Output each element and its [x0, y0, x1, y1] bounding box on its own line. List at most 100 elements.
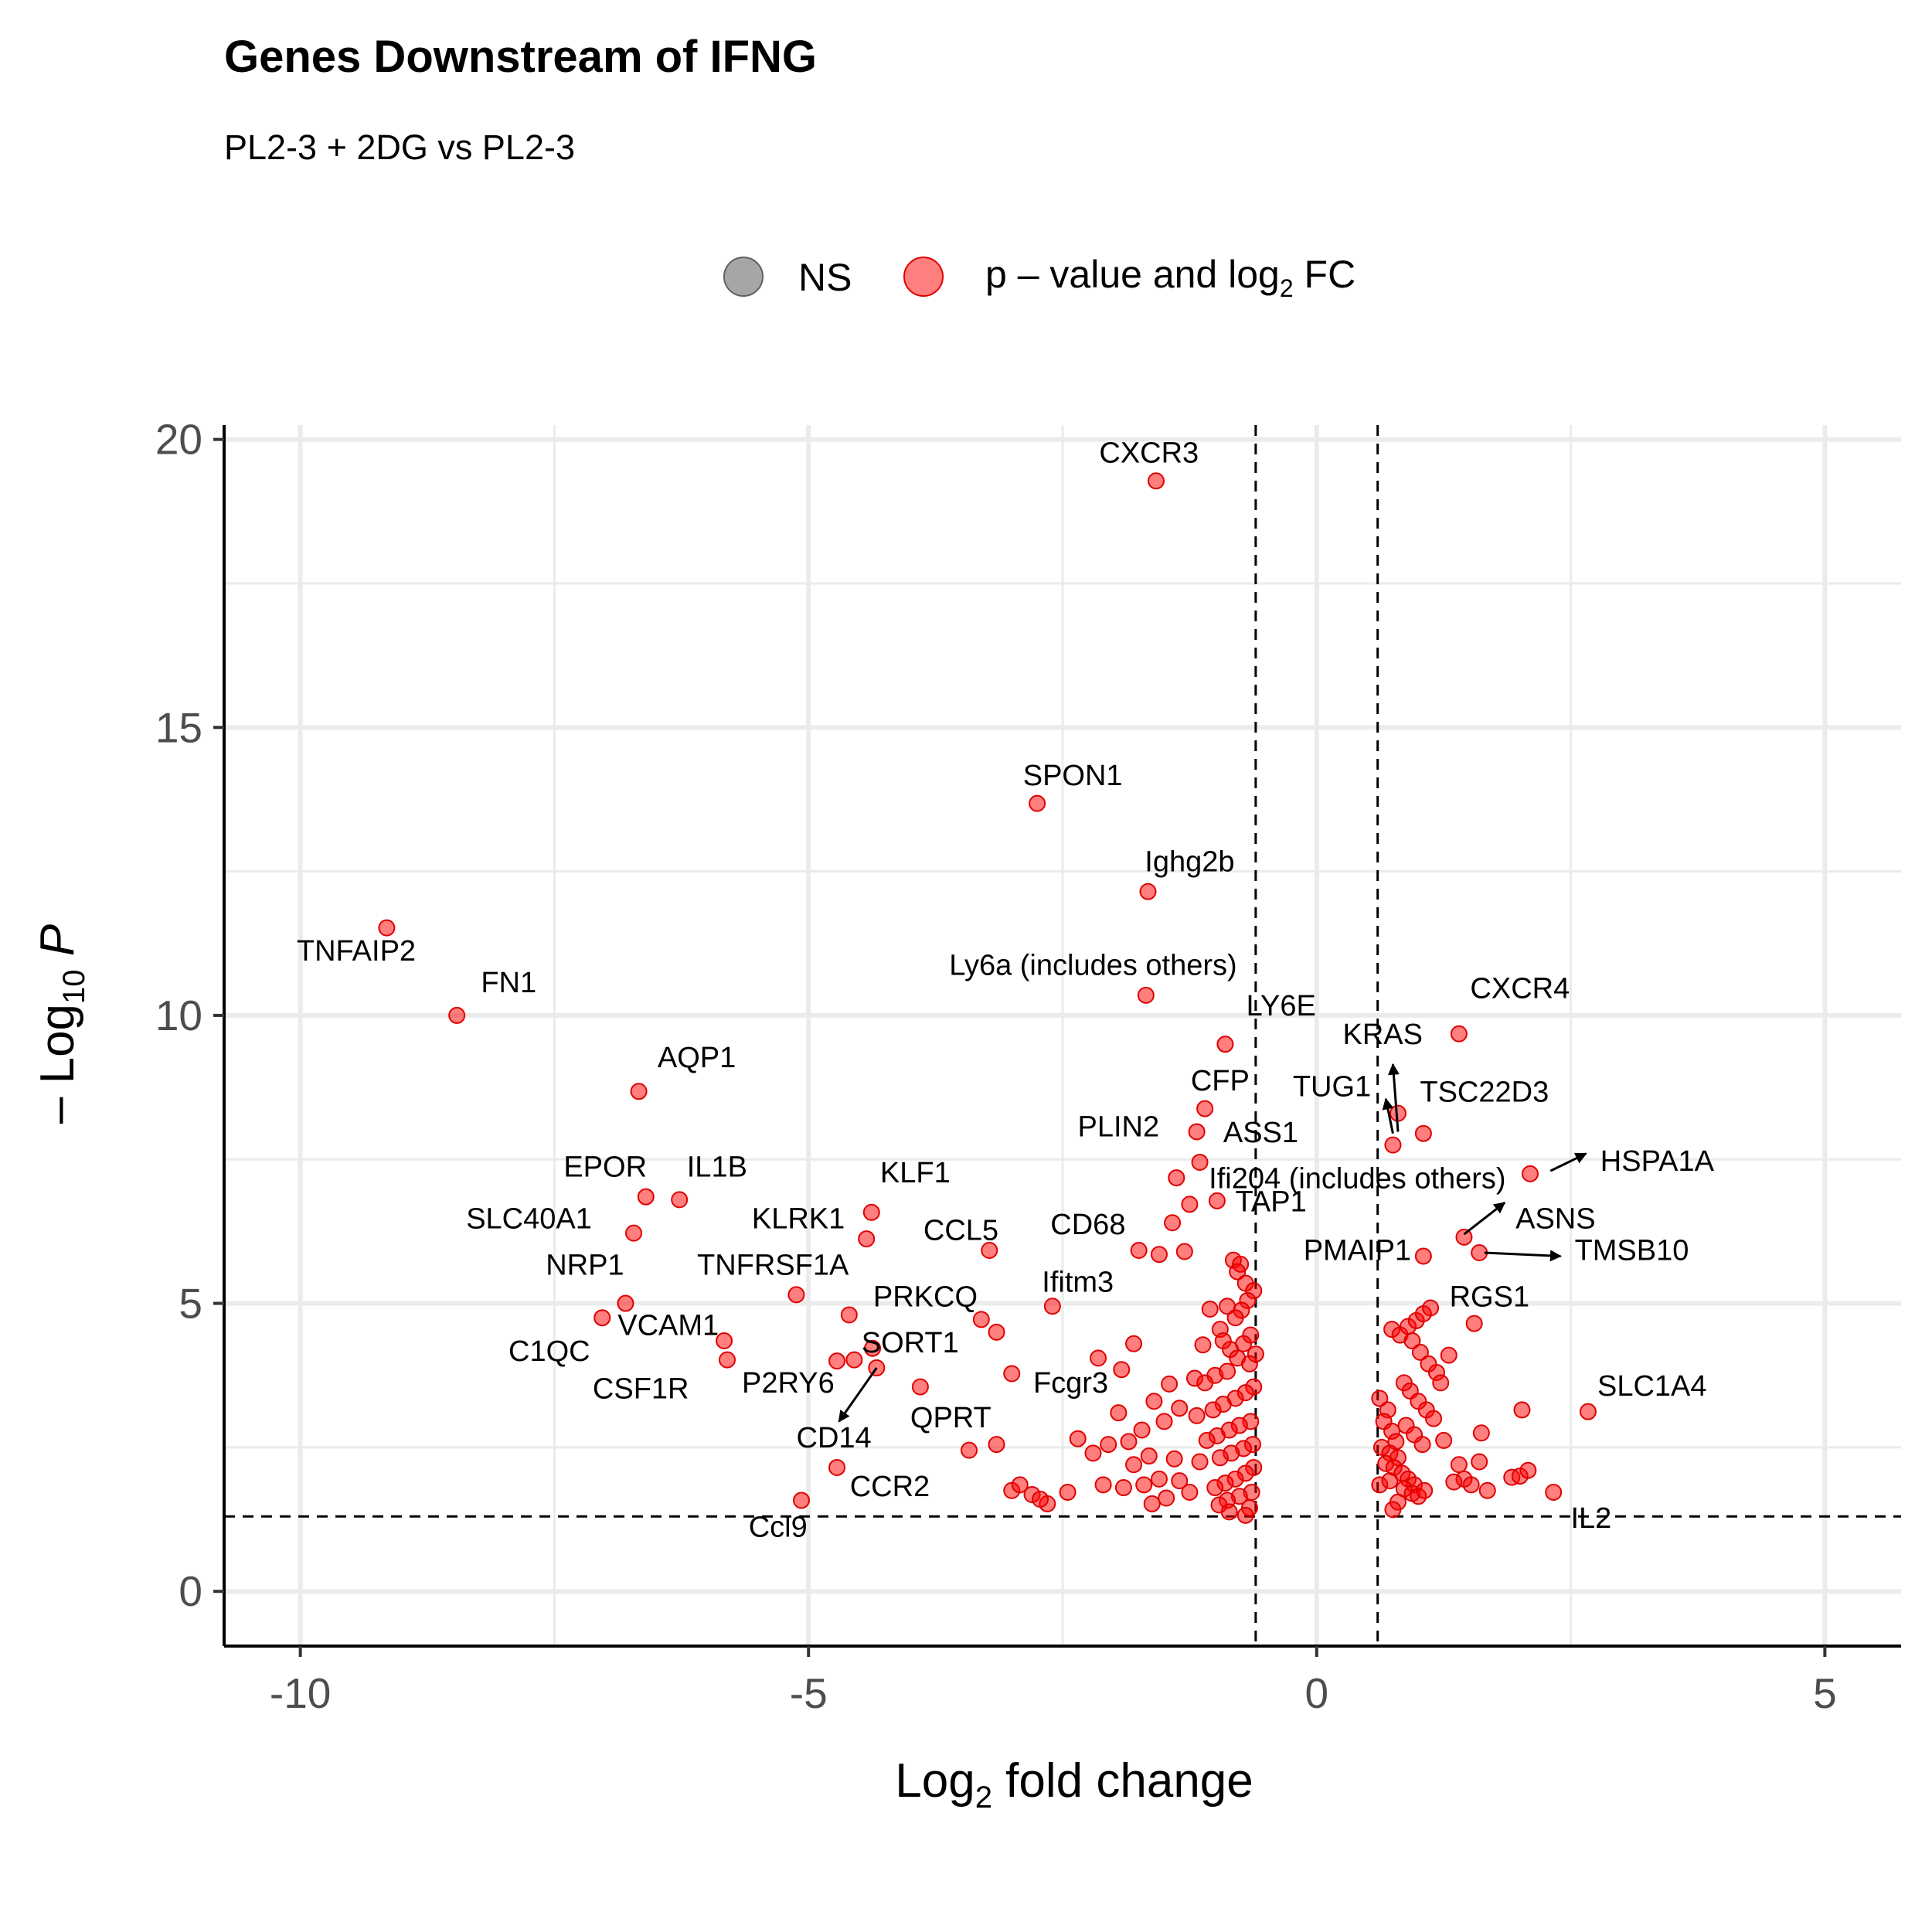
data-point: [1384, 1501, 1402, 1519]
y-tick-label: 10: [155, 992, 202, 1039]
data-point: [1435, 1431, 1453, 1449]
data-point: [1059, 1484, 1077, 1502]
data-point-pmaip1: [1414, 1247, 1432, 1265]
data-point-vcam1: [594, 1309, 611, 1327]
data-point: [972, 1311, 990, 1328]
threshold-lines: [224, 425, 1901, 1646]
data-point-ccr2: [828, 1458, 846, 1476]
x-tick-label: -10: [270, 1669, 332, 1717]
gene-label-aqp1: AQP1: [658, 1042, 736, 1074]
data-point: [911, 1378, 929, 1396]
label-arrow-tug1: [1382, 1097, 1394, 1134]
data-point: [1120, 1433, 1138, 1451]
gene-label-cxcr4: CXCR4: [1470, 973, 1570, 1005]
data-point-ccl5: [981, 1241, 998, 1259]
gene-labels: CXCR3 SPON1 Ighg2b TNFAIP2 Ly6a (includes ot…: [297, 437, 1715, 1543]
legend-sig-label: p – value and log2 FC: [985, 253, 1355, 302]
gene-label-ighg2b: Ighg2b: [1145, 846, 1234, 879]
gene-label-ccr2: CCR2: [850, 1471, 930, 1503]
data-point: [1206, 1479, 1224, 1497]
legend-ns-key: [723, 257, 764, 297]
gene-label-tug1: TUG1: [1293, 1070, 1371, 1103]
data-point: [1413, 1436, 1431, 1454]
data-point-p2ry6: [845, 1351, 863, 1369]
gene-label-tnfrsf1a: TNFRSF1A: [697, 1249, 849, 1281]
data-point: [1226, 1309, 1244, 1327]
data-point-tsc22d3: [1414, 1124, 1432, 1142]
gene-label-sort1: SORT1: [862, 1327, 959, 1359]
gene-label-cfp: CFP: [1191, 1065, 1250, 1097]
data-point-ifi204-includes-others-: [1168, 1169, 1185, 1187]
data-point: [1114, 1479, 1132, 1497]
data-point: [1155, 1413, 1173, 1430]
data-point: [1513, 1401, 1531, 1419]
data-point: [1145, 1393, 1163, 1410]
gene-label-plin2: PLIN2: [1078, 1111, 1160, 1143]
data-point: [1462, 1476, 1480, 1494]
data-point: [1181, 1196, 1199, 1213]
gene-label-spon1: SPON1: [1023, 760, 1123, 792]
gene-label-kras: KRAS: [1343, 1019, 1423, 1051]
data-point-cfp: [1196, 1100, 1214, 1117]
data-point-spon1: [1029, 794, 1046, 812]
label-arrow-tmsb10: [1484, 1250, 1562, 1262]
data-point: [1194, 1336, 1212, 1354]
data-point-c1qc: [716, 1332, 733, 1349]
gene-label-ifitm3: Ifitm3: [1042, 1267, 1114, 1299]
data-point-csf1r: [719, 1351, 736, 1369]
gene-label-c1qc: C1QC: [509, 1335, 590, 1368]
legend-ns-label: NS: [798, 256, 852, 299]
data-point-epor: [637, 1188, 655, 1206]
data-point: [1171, 1400, 1189, 1417]
data-point: [1094, 1476, 1112, 1494]
data-point-il2: [1545, 1484, 1563, 1502]
data-point-tnfrsf1a: [787, 1286, 805, 1304]
y-axis-title: – Log10 P: [31, 924, 91, 1124]
data-point-ighg2b: [1139, 883, 1157, 900]
gene-label-il2: IL2: [1570, 1502, 1611, 1535]
gene-label-rgs1: RGS1: [1450, 1281, 1529, 1313]
gene-label-tnfaip2: TNFAIP2: [297, 935, 416, 968]
data-point-ly6a-includes-others-: [1137, 986, 1155, 1004]
data-point: [1219, 1298, 1236, 1315]
data-point-fn1: [448, 1006, 466, 1024]
data-point: [1110, 1404, 1128, 1422]
data-point: [1164, 1214, 1182, 1232]
data-point-cxcr3: [1147, 472, 1165, 490]
data-point-nrp1: [617, 1294, 634, 1312]
data-point: [1175, 1243, 1193, 1260]
data-point: [988, 1323, 1005, 1341]
data-point: [1201, 1301, 1219, 1318]
data-point: [1440, 1346, 1458, 1364]
data-point: [1161, 1375, 1179, 1393]
data-point: [1171, 1472, 1189, 1490]
data-point: [1236, 1506, 1254, 1524]
data-point: [1403, 1332, 1421, 1349]
data-point-aqp1: [630, 1083, 648, 1100]
data-point: [1150, 1470, 1168, 1488]
data-point: [1416, 1481, 1434, 1499]
gene-label-epor: EPOR: [563, 1151, 647, 1184]
data-point: [1181, 1484, 1199, 1502]
data-point-cd68: [1130, 1241, 1148, 1259]
label-arrow-hspa1a: [1549, 1152, 1587, 1172]
data-point: [1032, 1490, 1049, 1508]
chart-title: Genes Downstream of IFNG: [224, 32, 818, 82]
x-tick-label: 0: [1304, 1669, 1328, 1717]
data-point-klrk1: [858, 1230, 876, 1248]
grid-major: [224, 425, 1901, 1646]
gene-label-cd14: CD14: [797, 1422, 872, 1454]
data-point: [1519, 1461, 1537, 1479]
data-point-tap1: [1208, 1192, 1226, 1209]
data-point: [1140, 1447, 1158, 1465]
data-point-ly6e: [1216, 1036, 1234, 1053]
data-point-slc1a4: [1579, 1403, 1597, 1420]
grid-minor: [224, 425, 1901, 1646]
data-point: [1133, 1421, 1151, 1439]
data-point: [1240, 1355, 1258, 1372]
gene-label-hspa1a: HSPA1A: [1600, 1145, 1715, 1178]
data-point-klf1: [862, 1203, 880, 1221]
gene-label-il1b: IL1B: [687, 1151, 747, 1184]
data-point: [1471, 1453, 1488, 1471]
gene-label-ly6e: LY6E: [1247, 990, 1316, 1022]
